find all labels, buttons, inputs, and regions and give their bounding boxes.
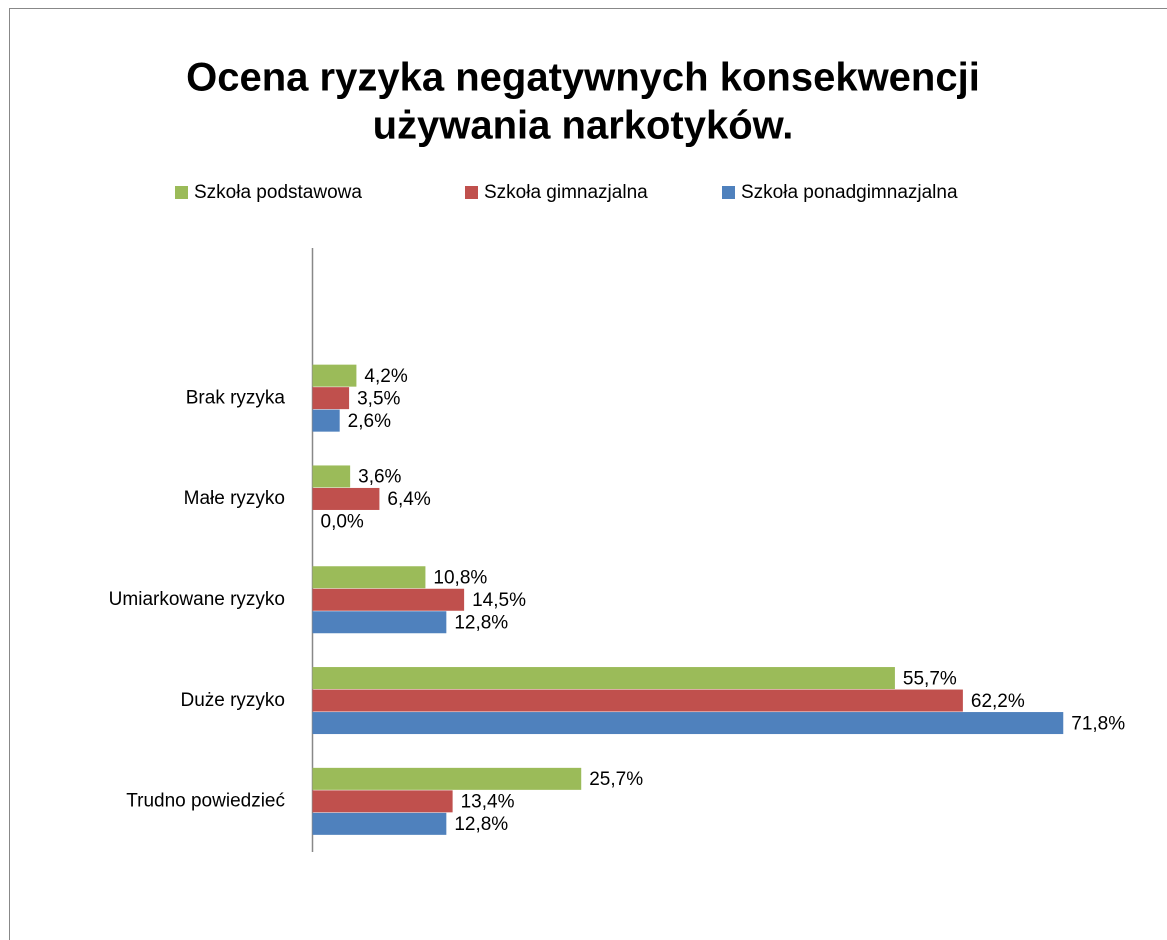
y-tick-label: Małe ryzyko	[184, 488, 285, 509]
legend-swatch	[175, 186, 188, 199]
value-label: 71,8%	[1071, 713, 1125, 734]
value-label: 25,7%	[589, 769, 643, 790]
bar	[312, 487, 380, 510]
bar	[312, 767, 582, 790]
bar	[312, 611, 447, 634]
value-label: 55,7%	[903, 668, 957, 689]
bar	[312, 566, 426, 589]
value-label: 62,2%	[971, 691, 1025, 712]
value-label: 10,8%	[433, 568, 487, 589]
legend-swatch	[465, 186, 478, 199]
value-label: 13,4%	[461, 792, 515, 813]
bar	[312, 790, 453, 813]
y-tick-label: Trudno powiedzieć	[126, 791, 285, 812]
y-tick-label: Brak ryzyka	[186, 387, 286, 408]
chart-frame	[9, 8, 1167, 940]
legend-label: Szkoła podstawowa	[194, 182, 362, 203]
chart-title: Ocena ryzyka negatywnych konsekwencji	[186, 56, 980, 100]
value-label: 6,4%	[387, 489, 430, 510]
bar	[312, 667, 895, 690]
bar	[312, 409, 340, 432]
bar	[312, 812, 447, 835]
value-label: 2,6%	[348, 411, 391, 432]
bar	[312, 387, 350, 410]
bar	[312, 689, 963, 712]
value-label: 3,6%	[358, 467, 401, 488]
chart-title: używania narkotyków.	[373, 104, 794, 148]
legend-swatch	[722, 186, 735, 199]
value-label: 14,5%	[472, 590, 526, 611]
value-label: 12,8%	[454, 814, 508, 835]
bar	[312, 588, 465, 611]
legend-label: Szkoła gimnazjalna	[484, 182, 648, 203]
value-label: 12,8%	[454, 613, 508, 634]
value-label: 3,5%	[357, 388, 400, 409]
value-label: 4,2%	[364, 366, 407, 387]
bar	[312, 465, 351, 488]
value-label: 0,0%	[321, 512, 364, 533]
y-tick-label: Umiarkowane ryzyko	[109, 589, 285, 610]
bar	[312, 364, 357, 387]
y-tick-label: Duże ryzyko	[180, 690, 285, 711]
legend-label: Szkoła ponadgimnazjalna	[741, 182, 958, 203]
bar	[312, 712, 1064, 735]
